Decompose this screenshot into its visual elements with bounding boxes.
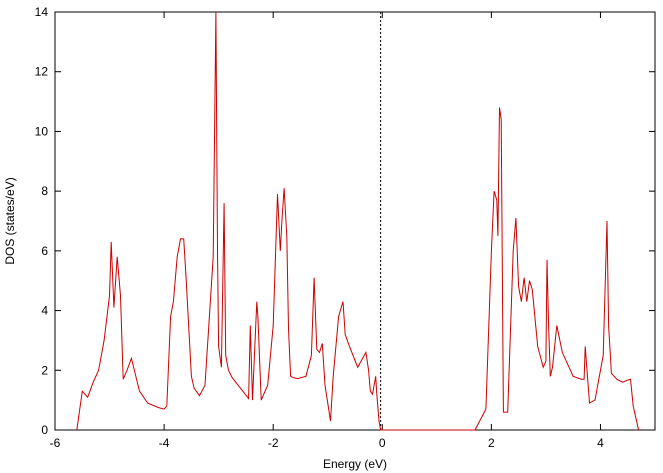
- dos-series-line: [76, 11, 640, 431]
- y-tick-label: 10: [35, 124, 49, 138]
- y-tick-label: 14: [35, 5, 49, 19]
- y-tick-labels: 0 2 4 6 8 10 12 14: [35, 5, 49, 437]
- x-tick-label: -4: [159, 436, 170, 450]
- x-tick-label: 0: [379, 436, 386, 450]
- x-tick-label: 2: [488, 436, 495, 450]
- y-tick-label: 12: [35, 65, 49, 79]
- y-tick-label: 4: [41, 304, 48, 318]
- y-tick-label: 0: [41, 423, 48, 437]
- x-tick-label: -6: [50, 436, 61, 450]
- x-tick-label: -2: [268, 436, 279, 450]
- x-axis-label: Energy (eV): [323, 457, 387, 471]
- y-tick-label: 6: [41, 244, 48, 258]
- y-tick-label: 2: [41, 363, 48, 377]
- plot-frame: [54, 11, 656, 431]
- y-tick-label: 8: [41, 184, 48, 198]
- tick-marks: [54, 11, 655, 431]
- y-axis-label: DOS (states/eV): [3, 177, 17, 264]
- x-tick-labels: -6 -4 -2 0 2 4: [50, 436, 604, 450]
- x-tick-label: 4: [597, 436, 604, 450]
